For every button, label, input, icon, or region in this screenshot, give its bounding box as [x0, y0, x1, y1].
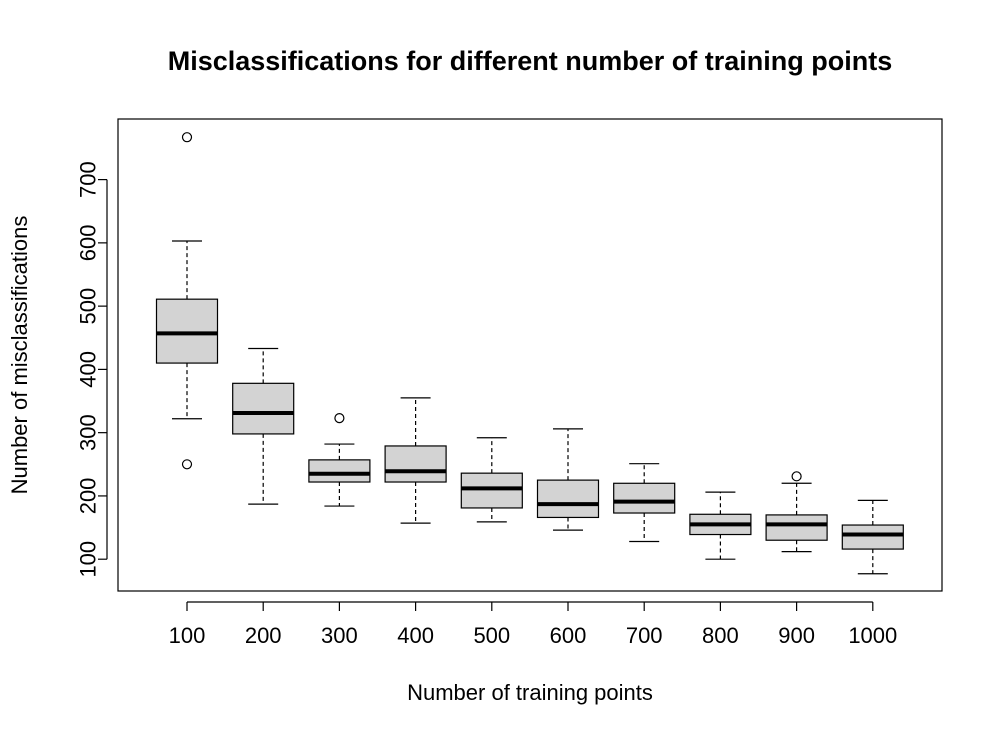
- iqr-box: [232, 382, 295, 435]
- x-tick-label: 600: [550, 623, 587, 648]
- box-group-700: [613, 463, 676, 543]
- outlier-point: [181, 459, 193, 470]
- y-axis: 100 200 300 400 500 600 700: [76, 161, 108, 578]
- x-tick-label: 200: [245, 623, 282, 648]
- x-axis: 100 200 300 400 500 600 700 800 900 1000: [169, 601, 897, 648]
- x-tick-label: 700: [626, 623, 663, 648]
- iqr-box: [460, 472, 523, 509]
- box-group-1000: [841, 499, 904, 575]
- outlier-point: [791, 471, 802, 482]
- chart-title: Misclassifications for different number …: [168, 46, 893, 76]
- iqr-box: [155, 298, 219, 364]
- x-tick-label: 400: [397, 623, 434, 648]
- box-group-600: [536, 428, 600, 531]
- box-group-200: [232, 347, 295, 505]
- box-group-400: [384, 397, 447, 524]
- y-tick-label: 500: [76, 288, 101, 325]
- y-tick-label: 200: [76, 478, 101, 515]
- box-group-900: [765, 471, 828, 553]
- outlier-point: [334, 413, 345, 424]
- x-tick-label: 500: [473, 623, 510, 648]
- y-axis-label: Number of misclassifications: [7, 216, 32, 495]
- x-axis-label: Number of training points: [407, 680, 653, 705]
- x-tick-label: 1000: [848, 623, 897, 648]
- y-tick-label: 300: [76, 414, 101, 451]
- box-group-800: [689, 491, 752, 560]
- x-tick-label: 300: [321, 623, 358, 648]
- outlier-point: [181, 132, 193, 143]
- y-tick-label: 700: [76, 161, 101, 198]
- box-group-300: [308, 413, 371, 507]
- iqr-box: [613, 482, 676, 514]
- y-tick-label: 400: [76, 351, 101, 388]
- iqr-box: [765, 514, 828, 541]
- iqr-box: [841, 524, 904, 550]
- y-tick-label: 600: [76, 225, 101, 262]
- box-group-500: [460, 437, 523, 523]
- boxes-layer: [155, 132, 904, 575]
- plot-frame: [117, 118, 943, 592]
- iqr-box: [536, 479, 600, 519]
- box-group-100: [155, 132, 219, 470]
- iqr-box: [308, 459, 371, 483]
- iqr-box: [384, 445, 447, 483]
- x-tick-label: 100: [169, 623, 206, 648]
- x-tick-label: 800: [702, 623, 739, 648]
- x-tick-label: 900: [778, 623, 815, 648]
- y-tick-label: 100: [76, 541, 101, 578]
